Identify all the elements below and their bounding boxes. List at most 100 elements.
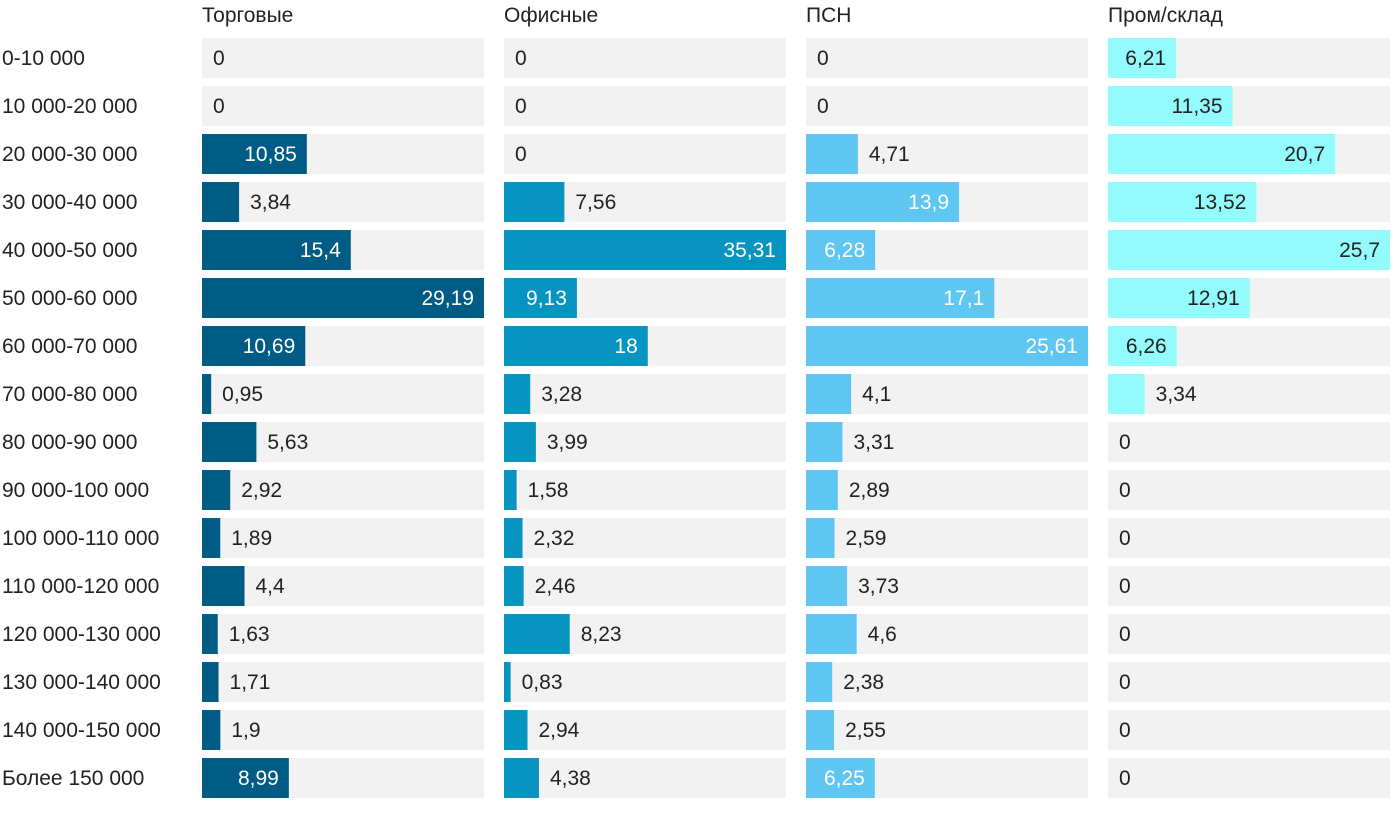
bar [202, 662, 219, 702]
data-label: 10,69 [243, 335, 296, 358]
bar-track [1108, 710, 1390, 750]
bar-track [504, 662, 786, 702]
bar [806, 374, 852, 414]
data-label: 10,85 [244, 143, 297, 166]
category-label: 20 000-30 000 [2, 143, 137, 166]
bar [202, 422, 257, 462]
data-label: 0 [515, 143, 527, 166]
data-label: 2,55 [845, 719, 886, 742]
data-label: 0 [213, 47, 225, 70]
bar-track [1108, 422, 1390, 462]
bar-track [504, 86, 786, 126]
bar-track [504, 710, 786, 750]
bar-track [806, 374, 1088, 414]
data-label: 17,1 [943, 287, 984, 310]
bar-track [504, 518, 786, 558]
data-label: 0 [515, 95, 527, 118]
data-label: 6,21 [1125, 47, 1166, 70]
bar [504, 518, 523, 558]
data-label: 13,9 [908, 191, 949, 214]
data-label: 20,7 [1284, 143, 1325, 166]
bar [202, 566, 245, 606]
bar [202, 182, 240, 222]
data-label: 3,31 [853, 431, 894, 454]
data-label: 0 [1119, 479, 1131, 502]
bar [504, 758, 539, 798]
category-label: 110 000-120 000 [2, 575, 159, 598]
bar-track [504, 422, 786, 462]
bar-track [806, 662, 1088, 702]
bar-track [504, 566, 786, 606]
data-label: 2,92 [241, 479, 282, 502]
data-label: 15,4 [300, 239, 341, 262]
bar [1108, 374, 1145, 414]
panel-title: Пром/склад [1108, 4, 1223, 27]
data-label: 12,91 [1187, 287, 1240, 310]
category-label: 80 000-90 000 [2, 431, 137, 454]
bar-track [1108, 758, 1390, 798]
data-label: 0 [1119, 575, 1131, 598]
bar-track [202, 566, 484, 606]
bar-track [504, 134, 786, 174]
data-label: 3,99 [547, 431, 588, 454]
data-label: 3,34 [1156, 383, 1197, 406]
data-label: 0 [1119, 671, 1131, 694]
data-label: 11,35 [1172, 95, 1223, 118]
data-label: 0,95 [222, 383, 263, 406]
data-label: 5,63 [267, 431, 308, 454]
bar [806, 326, 1088, 366]
data-label: 0 [817, 47, 829, 70]
bar-track [202, 614, 484, 654]
data-label: 2,38 [843, 671, 884, 694]
data-label: 8,23 [581, 623, 622, 646]
data-label: 29,19 [421, 287, 474, 310]
category-label: 30 000-40 000 [2, 191, 137, 214]
data-label: 25,7 [1339, 239, 1380, 262]
bar [1108, 326, 1177, 366]
bar [1108, 38, 1177, 78]
data-label: 0 [817, 95, 829, 118]
bar [806, 470, 838, 510]
data-label: 4,6 [868, 623, 897, 646]
bar [806, 614, 857, 654]
data-label: 1,89 [231, 527, 272, 550]
data-label: 0 [1119, 767, 1131, 790]
data-label: 4,38 [550, 767, 591, 790]
bar-track [504, 374, 786, 414]
category-label: 130 000-140 000 [2, 671, 161, 694]
bar [806, 134, 858, 174]
category-label: 140 000-150 000 [2, 719, 161, 742]
bar-track [806, 470, 1088, 510]
bar [1108, 134, 1336, 174]
bar-track [1108, 470, 1390, 510]
data-label: 0,83 [522, 671, 563, 694]
bar-track [504, 470, 786, 510]
bar-track [1108, 374, 1390, 414]
bar [202, 230, 351, 270]
bar-track [1108, 662, 1390, 702]
category-label: 50 000-60 000 [2, 287, 137, 310]
bar [202, 326, 306, 366]
data-label: 2,94 [538, 719, 579, 742]
bar [202, 470, 231, 510]
data-label: 13,52 [1194, 191, 1247, 214]
category-label: Более 150 000 [2, 767, 144, 790]
bar-track [202, 518, 484, 558]
bar-track [806, 518, 1088, 558]
bar [504, 326, 648, 366]
data-label: 2,89 [849, 479, 890, 502]
bar-track [1108, 566, 1390, 606]
data-label: 3,84 [250, 191, 291, 214]
bar [504, 230, 786, 270]
data-label: 2,46 [535, 575, 576, 598]
data-label: 1,58 [528, 479, 569, 502]
bar [806, 230, 876, 270]
data-label: 4,71 [869, 143, 910, 166]
bar [202, 710, 221, 750]
bar [504, 374, 531, 414]
bar [1108, 86, 1233, 126]
data-label: 0 [515, 47, 527, 70]
category-label: 120 000-130 000 [2, 623, 161, 646]
data-label: 6,25 [824, 767, 865, 790]
